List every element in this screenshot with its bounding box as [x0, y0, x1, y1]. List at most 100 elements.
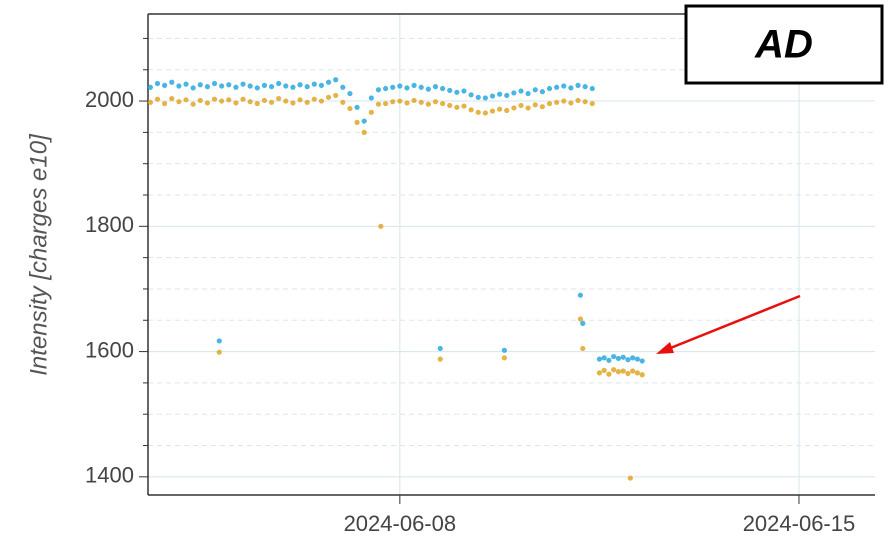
point: [162, 100, 168, 107]
point: [197, 82, 203, 88]
point: [577, 316, 583, 322]
point: [211, 80, 218, 87]
point: [204, 100, 210, 106]
x-tick-label: 2024-06-15: [743, 511, 856, 536]
point: [169, 79, 175, 85]
point: [254, 85, 260, 91]
point: [554, 99, 560, 105]
point: [169, 95, 175, 102]
point: [589, 85, 595, 92]
point: [304, 84, 310, 90]
point: [504, 107, 510, 114]
point: [425, 101, 431, 107]
point: [577, 292, 583, 298]
point: [276, 95, 282, 102]
point: [447, 102, 453, 109]
point: [318, 82, 325, 88]
point: [525, 105, 531, 111]
point: [501, 355, 507, 361]
point: [511, 90, 517, 96]
point: [634, 370, 641, 376]
point: [425, 86, 431, 92]
point: [411, 82, 417, 88]
point: [468, 107, 474, 113]
point: [554, 84, 560, 90]
point: [634, 356, 641, 362]
point: [333, 77, 339, 83]
arrow-shaft: [667, 294, 801, 351]
point: [290, 84, 296, 90]
point: [582, 99, 588, 105]
point: [601, 355, 607, 361]
point: [361, 118, 367, 124]
point: [596, 356, 603, 362]
point: [325, 79, 332, 85]
point: [276, 80, 282, 87]
point: [354, 104, 360, 110]
point: [397, 83, 403, 89]
point: [582, 84, 588, 90]
point: [601, 367, 607, 373]
point: [368, 109, 374, 115]
point: [361, 129, 367, 135]
point: [404, 100, 410, 106]
point: [233, 100, 239, 106]
x-tick-label: 2024-06-08: [344, 511, 457, 536]
point: [511, 105, 517, 111]
point: [497, 91, 503, 97]
point: [625, 370, 631, 377]
point: [489, 108, 496, 114]
point: [216, 349, 222, 355]
point: [147, 84, 153, 90]
point: [154, 80, 161, 87]
point: [197, 97, 203, 104]
point: [639, 358, 645, 364]
point: [432, 84, 439, 90]
point: [475, 94, 481, 100]
point: [311, 81, 317, 87]
point: [311, 96, 317, 102]
point: [580, 345, 586, 352]
point: [219, 83, 225, 89]
point: [440, 85, 446, 92]
point: [482, 95, 488, 101]
point: [504, 92, 510, 99]
point: [297, 97, 303, 103]
point: [546, 100, 553, 107]
point: [639, 372, 645, 378]
point: [297, 82, 303, 88]
plot-area: 1400 1600 1800 2000 2024-06-08 2024-06-15: [85, 13, 875, 536]
point: [211, 96, 218, 102]
point: [518, 102, 524, 109]
y-tick-label: 1800: [85, 212, 134, 237]
point: [518, 88, 524, 94]
point: [454, 89, 460, 95]
point: [390, 99, 396, 105]
point: [340, 99, 346, 105]
point: [318, 98, 325, 104]
point: [539, 89, 545, 95]
point: [247, 83, 253, 89]
point: [190, 101, 196, 107]
y-tick-label: 1600: [85, 337, 134, 362]
label-box: [684, 4, 884, 85]
point: [461, 88, 467, 94]
point: [219, 98, 225, 104]
point: [575, 97, 581, 104]
point: [368, 95, 374, 101]
point: [190, 85, 196, 91]
point: [489, 93, 496, 99]
point: [630, 368, 636, 374]
point: [283, 98, 289, 104]
point: [447, 87, 453, 94]
point: [418, 99, 424, 105]
point: [390, 84, 396, 90]
point: [532, 102, 538, 108]
point: [183, 97, 189, 103]
point: [418, 84, 424, 90]
point: [525, 90, 531, 97]
point: [539, 104, 545, 110]
point: [568, 85, 574, 91]
point: [176, 99, 182, 105]
point: [561, 98, 567, 104]
